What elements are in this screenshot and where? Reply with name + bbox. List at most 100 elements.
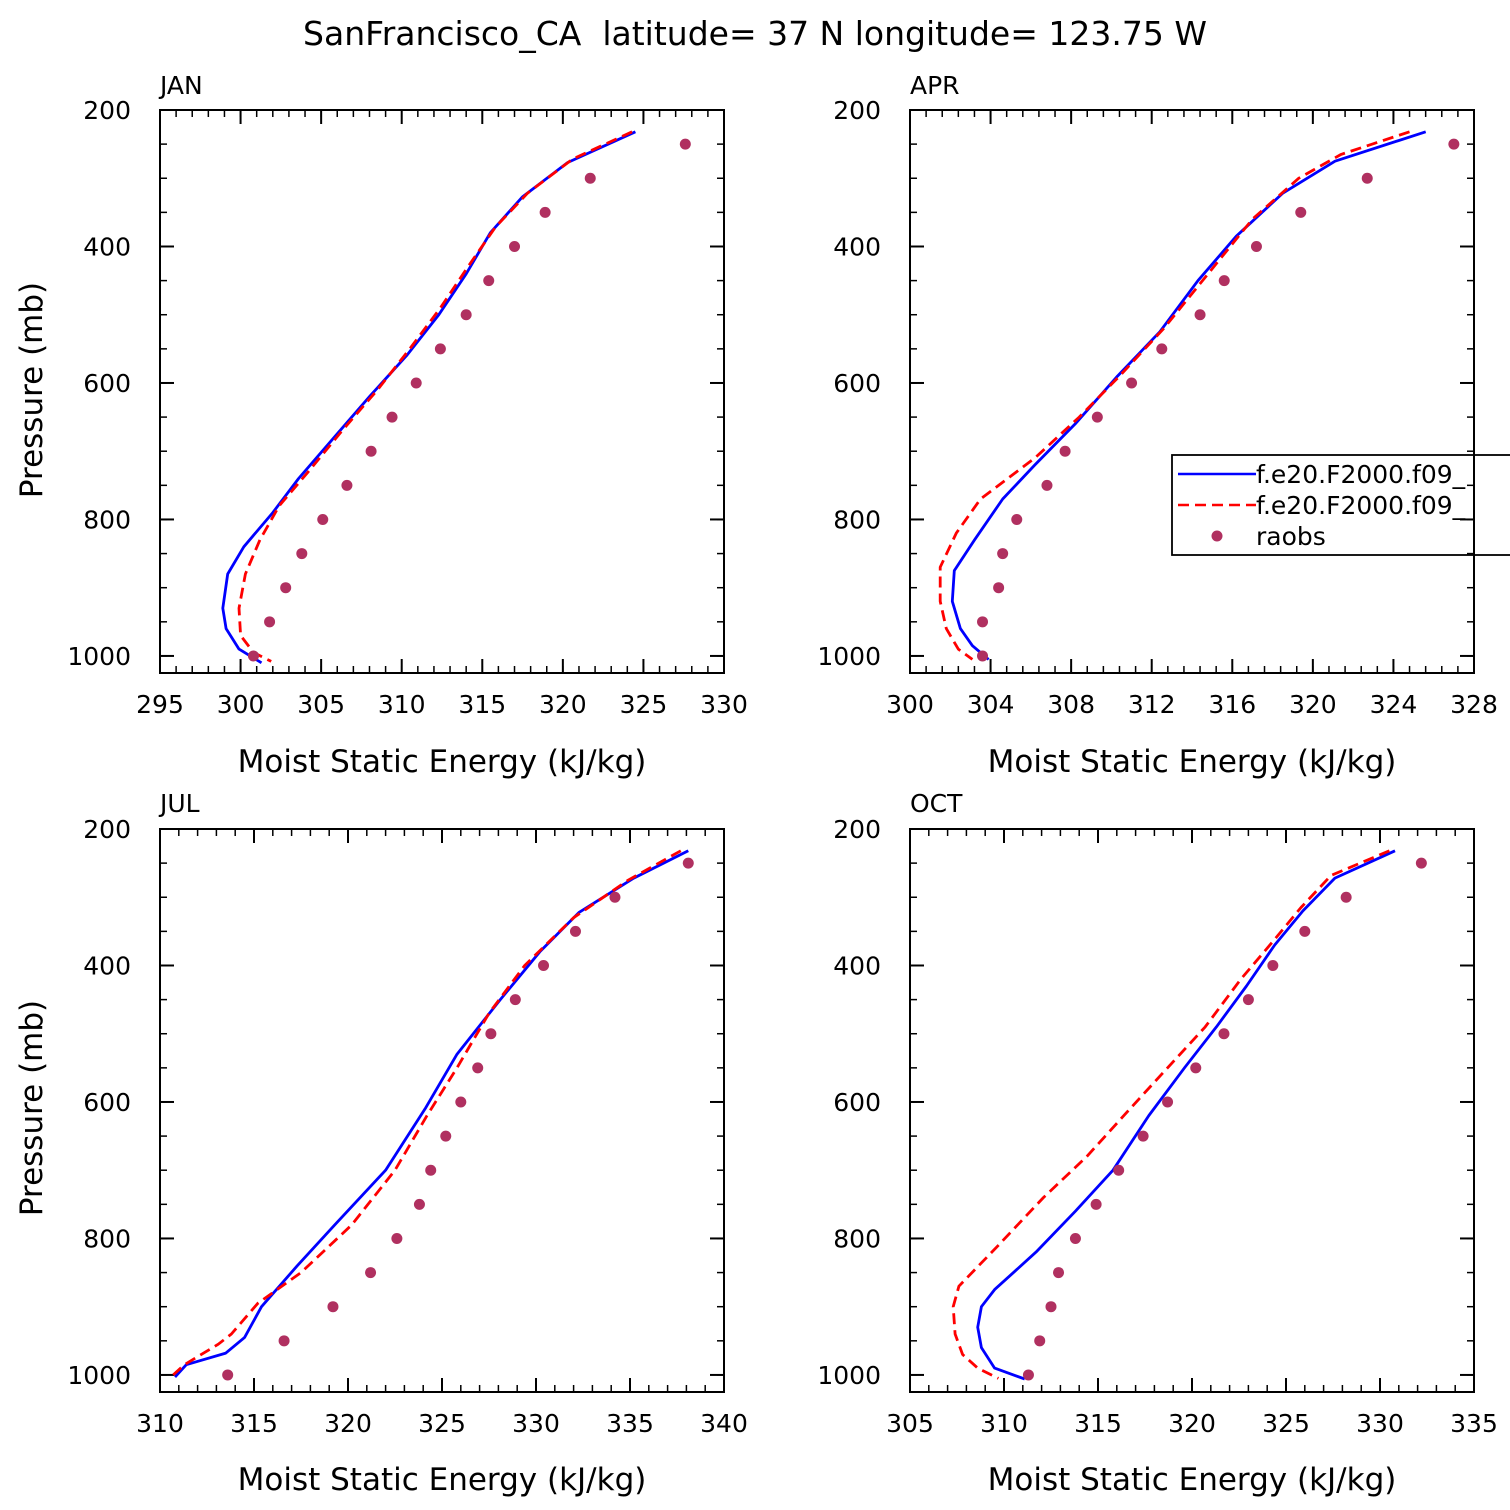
raobs-point (538, 959, 550, 971)
raobs-point (485, 1028, 497, 1040)
y-tick-label: 800 (833, 505, 881, 534)
plot-layer: 295 300 305 310 315 320 325 330 200 400 600 800 1000… (67, 96, 1497, 1438)
raobs-point (1113, 1164, 1125, 1176)
y-tick-label: 600 (833, 369, 881, 398)
series-dashed-line (938, 130, 1410, 661)
raobs-point (679, 138, 691, 150)
x-axis-title-jul: Moist Static Energy (kJ/kg) (238, 1462, 647, 1498)
y-axis-title-jan: Pressure (mb) (14, 282, 50, 498)
raobs-point (222, 1369, 234, 1381)
raobs-point (1340, 891, 1352, 903)
x-tick-label: 340 (700, 1409, 748, 1438)
x-tick-label: 310 (136, 1409, 184, 1438)
plot-frame (909, 109, 1475, 674)
y-axis-title-jul: Pressure (mb) (14, 1000, 50, 1216)
legend: f.e20.F2000.f09_ f.e20.F2000.f09_ raobs (1171, 454, 1510, 556)
y-tick-label: 200 (83, 96, 131, 125)
raobs-point (247, 650, 259, 662)
raobs-point (1041, 479, 1053, 491)
x-tick-label: 325 (620, 690, 668, 719)
x-tick-label: 324 (1370, 690, 1418, 719)
panel-oct: OCT Moist Static Energy (kJ/kg) (910, 789, 1396, 1498)
raobs-point (1190, 1062, 1202, 1074)
raobs-point (455, 1096, 467, 1108)
x-tick-label: 315 (1074, 1409, 1122, 1438)
legend-label-solid: f.e20.F2000.f09_ (1256, 460, 1466, 489)
figure-title: SanFrancisco_CA latitude= 37 N longitude… (303, 14, 1207, 53)
raobs-point (509, 240, 521, 252)
x-tick-label: 335 (606, 1409, 654, 1438)
x-tick-label: 320 (539, 690, 587, 719)
x-tick-label: 308 (1047, 690, 1095, 719)
raobs-point (434, 343, 446, 355)
raobs-point (460, 309, 472, 321)
raobs-point (1250, 240, 1262, 252)
raobs-point (391, 1232, 403, 1244)
raobs-point (1295, 206, 1307, 218)
y-tick-label: 600 (83, 1088, 131, 1117)
x-tick-label: 315 (230, 1409, 278, 1438)
raobs-point (1053, 1267, 1065, 1279)
x-tick-label: 320 (1168, 1409, 1216, 1438)
raobs-point (317, 513, 329, 525)
y-tick-label: 400 (833, 232, 881, 261)
y-tick-label: 1000 (817, 1361, 881, 1390)
x-tick-label: 305 (297, 690, 345, 719)
raobs-point (413, 1198, 425, 1210)
raobs-point (1448, 138, 1460, 150)
y-tick-label: 400 (83, 232, 131, 261)
raobs-point (1137, 1130, 1149, 1142)
x-axis-title-oct: Moist Static Energy (kJ/kg) (988, 1462, 1397, 1498)
raobs-point (509, 994, 521, 1006)
x-tick-label: 320 (324, 1409, 372, 1438)
raobs-point (1059, 445, 1071, 457)
raobs-point (1091, 411, 1103, 423)
y-tick-label: 600 (833, 1088, 881, 1117)
raobs-point (1126, 377, 1138, 389)
x-tick-label: 335 (1450, 1409, 1498, 1438)
legend-label-dashed: f.e20.F2000.f09_ (1256, 491, 1466, 520)
series-solid-line (950, 130, 1427, 661)
plot-apr: 300 304 308 312 316 320 324 328 200 400 600 800 1000 (817, 96, 1497, 719)
series-dashed-line (237, 130, 633, 663)
raobs-point (682, 857, 694, 869)
x-tick-label: 330 (700, 690, 748, 719)
x-axis-title-jan: Moist Static Energy (kJ/kg) (238, 744, 647, 780)
legend-label-dot: raobs (1256, 522, 1326, 551)
x-tick-label: 304 (967, 690, 1015, 719)
plot-oct: 305 310 315 320 325 330 335 200 400 600 800 1000 (817, 815, 1497, 1438)
y-tick-label: 200 (833, 815, 881, 844)
raobs-point (1361, 172, 1373, 184)
raobs-point (993, 582, 1005, 594)
raobs-point (264, 616, 276, 628)
panel-apr: APR Moist Static Energy (kJ/kg) (910, 71, 1396, 780)
x-axis-title-apr: Moist Static Energy (kJ/kg) (988, 744, 1397, 780)
y-tick-label: 1000 (817, 642, 881, 671)
raobs-point (609, 891, 621, 903)
raobs-point (1022, 1369, 1034, 1381)
raobs-point (425, 1164, 437, 1176)
raobs-point (386, 411, 398, 423)
x-tick-label: 320 (1289, 690, 1337, 719)
raobs-point (977, 650, 989, 662)
series-solid-line (976, 849, 1396, 1381)
raobs-point (1045, 1301, 1057, 1313)
raobs-point (1242, 994, 1254, 1006)
raobs-point (1194, 309, 1206, 321)
raobs-point (472, 1062, 484, 1074)
plot-jul: 310 315 320 325 330 335 340 200 400 600 800 1000 (67, 815, 747, 1438)
raobs-point (539, 206, 551, 218)
panel-label-jan: JAN (158, 71, 203, 100)
raobs-point (1090, 1198, 1102, 1210)
panel-label-oct: OCT (910, 789, 963, 818)
raobs-point (1218, 1028, 1230, 1040)
raobs-point (365, 445, 377, 457)
raobs-point (1267, 959, 1279, 971)
y-tick-label: 200 (833, 96, 881, 125)
plot-jan: 295 300 305 310 315 320 325 330 200 400 600 800 1000 (67, 96, 747, 719)
y-tick-label: 600 (83, 369, 131, 398)
raobs-point (410, 377, 422, 389)
raobs-point (569, 925, 581, 937)
y-tick-label: 400 (833, 951, 881, 980)
